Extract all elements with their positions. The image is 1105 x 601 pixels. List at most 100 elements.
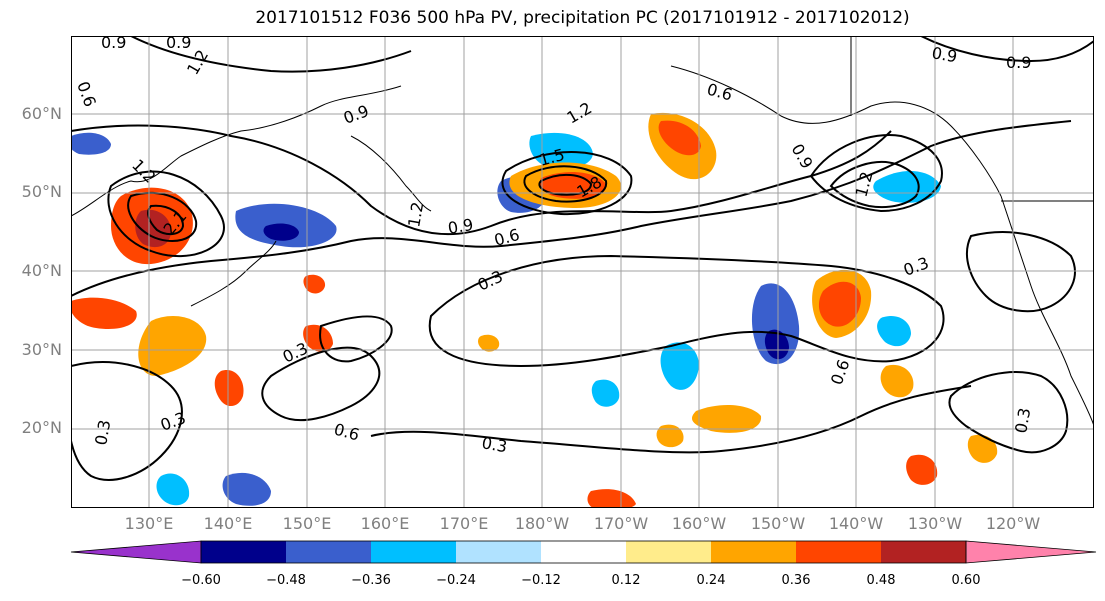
precip-blob <box>873 170 941 203</box>
precip-blob <box>656 424 684 448</box>
coastline-north-america <box>1000 195 1094 427</box>
pv-contours <box>71 36 1094 481</box>
coastlines <box>71 36 1094 427</box>
colorbar-extend-max <box>965 540 1097 564</box>
precip-blob <box>691 404 762 433</box>
contour-label: 0.9 <box>101 36 126 52</box>
lon-label: 140°E <box>203 514 253 533</box>
lon-label: 130°E <box>124 514 174 533</box>
lon-label: 140°W <box>828 514 884 533</box>
map-title: 2017101512 F036 500 hPa PV, precipitatio… <box>255 8 910 28</box>
precip-blob <box>263 223 299 241</box>
precip-blob <box>303 274 326 294</box>
contour-line <box>501 151 633 216</box>
lon-label: 120°W <box>985 514 1041 533</box>
colorbar-label: 0.60 <box>951 573 981 588</box>
colorbar-label: 0.12 <box>611 573 641 588</box>
contour-line <box>809 134 943 213</box>
precip-blob <box>877 315 911 347</box>
colorbar-segment <box>796 541 881 563</box>
contour-line <box>370 385 972 454</box>
lon-label: 160°W <box>671 514 727 533</box>
lat-label: 20°N <box>21 418 62 437</box>
colorbar-label: 0.24 <box>696 573 726 588</box>
contour-label: 0.9 <box>166 36 191 52</box>
colorbar-label: −0.36 <box>351 573 391 588</box>
colorbar-segment <box>371 541 456 563</box>
contour-label: 1.2 <box>404 200 427 228</box>
contour-line <box>948 371 1069 454</box>
graticule <box>71 36 1094 508</box>
precip-blob <box>135 209 171 248</box>
precip-blob <box>529 132 593 169</box>
lon-label: 150°E <box>282 514 332 533</box>
precip-blob <box>587 489 636 508</box>
contour-line <box>71 124 892 236</box>
precip-blob <box>764 329 789 360</box>
contour-line <box>428 254 945 368</box>
colorbar-segment <box>881 541 966 563</box>
contour-line <box>261 346 381 422</box>
contour-label: 0.3 <box>1011 406 1034 434</box>
lon-label: 160°E <box>360 514 410 533</box>
precip-blob <box>818 281 861 327</box>
lon-label: 170°E <box>439 514 489 533</box>
precip-blob <box>71 297 137 329</box>
coastline-asia <box>71 85 402 217</box>
colorbar-label: −0.48 <box>266 573 306 588</box>
precip-blob <box>156 473 190 506</box>
precip-shading <box>71 112 998 508</box>
colorbar-segment <box>286 541 371 563</box>
contour-line <box>107 170 225 258</box>
colorbar-segment <box>541 541 626 563</box>
contour-line <box>966 231 1076 313</box>
lat-label: 60°N <box>21 104 62 123</box>
precip-blob <box>222 472 271 506</box>
precip-blob <box>478 334 500 352</box>
contour-line <box>127 191 198 242</box>
contour-label: 0.3 <box>91 418 114 446</box>
lat-label: 30°N <box>21 340 62 359</box>
precip-blob <box>539 172 607 199</box>
colorbar-extend-min <box>70 540 202 564</box>
contour-line <box>71 120 1072 297</box>
precip-blob <box>967 434 998 463</box>
coastline-kamchatka <box>350 135 432 212</box>
precip-blob <box>138 316 207 376</box>
colorbar-segment <box>626 541 711 563</box>
lat-label: 50°N <box>21 182 62 201</box>
precip-blob <box>906 454 938 485</box>
lon-label: 130°W <box>907 514 963 533</box>
colorbar-frame <box>200 540 967 564</box>
map-frame <box>71 36 1094 508</box>
contour-label: 0.3 <box>480 433 508 456</box>
map-panel: 0.9 0.9 0.6 1.2 0.9 0.6 0.9 0.9 1.2 0.9 … <box>71 36 1094 508</box>
precip-blob <box>214 370 244 407</box>
precip-blob <box>880 364 914 398</box>
contour-line <box>319 315 393 363</box>
colorbar-segment <box>201 541 286 563</box>
coastline-alaska <box>670 65 1002 197</box>
colorbar <box>70 540 1097 564</box>
colorbar-label: 0.48 <box>866 573 896 588</box>
contour-line <box>920 36 1094 63</box>
precip-blob <box>71 132 111 155</box>
precip-blob <box>658 120 701 156</box>
colorbar-segment <box>711 541 796 563</box>
colorbar-segment <box>456 541 541 563</box>
lon-label: 150°W <box>750 514 806 533</box>
colorbar-label: −0.24 <box>436 573 476 588</box>
lat-label: 40°N <box>21 261 62 280</box>
contour-label: 0.9 <box>1006 53 1031 72</box>
contour-line <box>130 36 412 73</box>
contour-line <box>71 361 183 481</box>
lon-label: 170°W <box>593 514 649 533</box>
precip-blob <box>591 379 620 407</box>
contour-label: 0.9 <box>930 43 958 66</box>
precip-blob <box>303 324 333 352</box>
colorbar-label: −0.12 <box>521 573 561 588</box>
contour-label: 0.9 <box>446 215 474 238</box>
colorbar-label: −0.60 <box>181 573 221 588</box>
precip-blob <box>660 342 699 390</box>
lon-label: 180°W <box>514 514 570 533</box>
